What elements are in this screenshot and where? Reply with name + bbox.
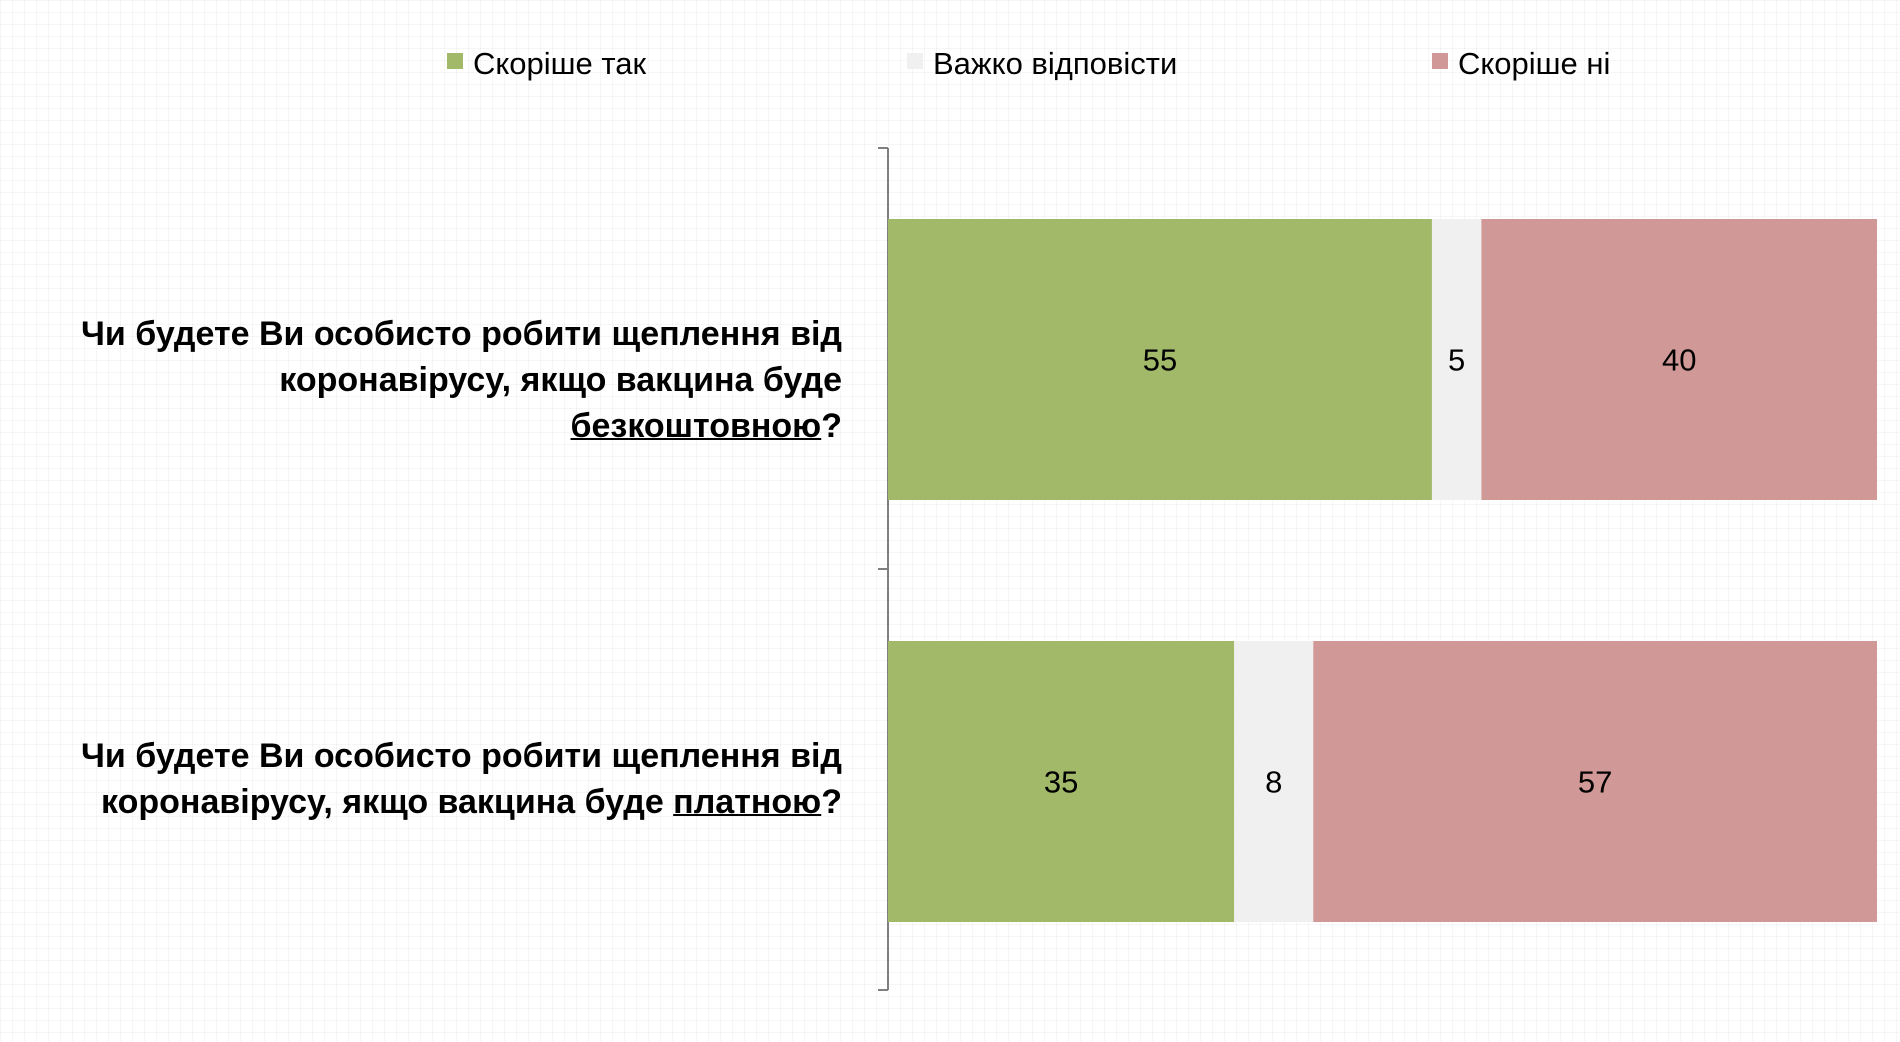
data-label: 5	[1448, 343, 1465, 378]
bar-segment	[888, 641, 1235, 922]
data-label: 35	[1044, 765, 1078, 800]
category-text: Чи будете Ви особисто робити щеплення ві…	[81, 737, 842, 821]
category-text: Чи будете Ви особисто робити щеплення ві…	[81, 315, 842, 399]
legend-swatch	[447, 53, 463, 69]
bar-segment	[1481, 219, 1877, 500]
legend-swatch	[1432, 53, 1448, 69]
category-text-end: ?	[821, 783, 842, 821]
data-label: 55	[1143, 343, 1177, 378]
data-label: 8	[1265, 765, 1282, 800]
legend: Скоріше так Важко відповісти Скоріше ні	[447, 46, 1610, 81]
category-text-end: ?	[821, 407, 842, 445]
category-emphasis: платною	[673, 783, 822, 821]
category-emphasis: безкоштовною	[570, 407, 822, 445]
bars	[888, 219, 1877, 922]
legend-swatch	[907, 53, 923, 69]
bar-segment	[1313, 641, 1877, 922]
bar-segment	[1431, 219, 1482, 500]
data-label: 57	[1578, 765, 1612, 800]
legend-label: Важко відповісти	[933, 46, 1177, 81]
legend-label: Скоріше ні	[1458, 46, 1610, 81]
category-axis	[878, 147, 889, 991]
bar-segment	[1234, 641, 1314, 922]
category-label-free: Чи будете Ви особисто робити щеплення ві…	[22, 311, 842, 449]
category-label-paid: Чи будете Ви особисто робити щеплення ві…	[22, 733, 842, 825]
data-label: 40	[1662, 343, 1696, 378]
legend-label: Скоріше так	[473, 46, 646, 81]
bar-segment	[888, 219, 1432, 500]
